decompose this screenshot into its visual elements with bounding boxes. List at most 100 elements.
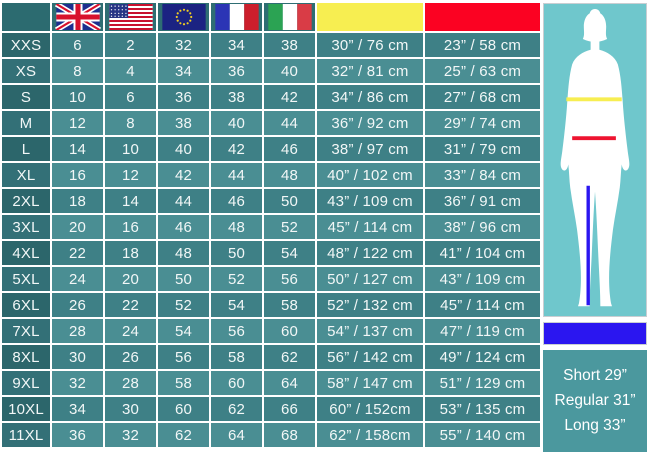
- fr-value: 54: [211, 293, 262, 317]
- size-label: L: [2, 137, 50, 161]
- it-value: 54: [264, 241, 315, 265]
- us-value: 26: [105, 345, 156, 369]
- fr-value: 48: [211, 215, 262, 239]
- uk-value: 6: [52, 33, 103, 57]
- size-label: 6XL: [2, 293, 50, 317]
- bust-value: 30” / 76 cm: [317, 33, 423, 57]
- fr-value: 44: [211, 163, 262, 187]
- bust-value: 52” / 132 cm: [317, 293, 423, 317]
- size-label: S: [2, 85, 50, 109]
- fr-value: 42: [211, 137, 262, 161]
- eu-value: 42: [158, 163, 209, 187]
- it-value: 66: [264, 397, 315, 421]
- fr-value: 60: [211, 371, 262, 395]
- fr-value: 40: [211, 111, 262, 135]
- fr-value: 64: [211, 423, 262, 447]
- size-label: 2XL: [2, 189, 50, 213]
- waist-column-header: [425, 3, 540, 31]
- us-value: 2: [105, 33, 156, 57]
- size-label: 11XL: [2, 423, 50, 447]
- uk-value: 14: [52, 137, 103, 161]
- it-value: 40: [264, 59, 315, 83]
- size-label: XS: [2, 59, 50, 83]
- waist-value: 25” / 63 cm: [425, 59, 540, 83]
- fr-value: 50: [211, 241, 262, 265]
- it-value: 50: [264, 189, 315, 213]
- size-label: 10XL: [2, 397, 50, 421]
- waist-value: 41” / 104 cm: [425, 241, 540, 265]
- waist-value: 33” / 84 cm: [425, 163, 540, 187]
- us-value: 16: [105, 215, 156, 239]
- bust-value: 38” / 97 cm: [317, 137, 423, 161]
- it-value: 56: [264, 267, 315, 291]
- bust-value: 34” / 86 cm: [317, 85, 423, 109]
- eu-value: 44: [158, 189, 209, 213]
- uk-value: 28: [52, 319, 103, 343]
- eu-flag-icon: [158, 3, 209, 31]
- fr-value: 46: [211, 189, 262, 213]
- bust-value: 45” / 114 cm: [317, 215, 423, 239]
- bust-value: 40” / 102 cm: [317, 163, 423, 187]
- france-flag-icon: [211, 3, 262, 31]
- eu-value: 56: [158, 345, 209, 369]
- fr-value: 58: [211, 345, 262, 369]
- uk-value: 32: [52, 371, 103, 395]
- waist-value: 29” / 74 cm: [425, 111, 540, 135]
- bust-value: 36” / 92 cm: [317, 111, 423, 135]
- waist-value: 23” / 58 cm: [425, 33, 540, 57]
- bust-value: 62” / 158cm: [317, 423, 423, 447]
- silhouette-head: [582, 11, 608, 42]
- uk-value: 10: [52, 85, 103, 109]
- eu-value: 54: [158, 319, 209, 343]
- waist-value: 45” / 114 cm: [425, 293, 540, 317]
- waist-value: 31” / 79 cm: [425, 137, 540, 161]
- eu-value: 34: [158, 59, 209, 83]
- eu-value: 62: [158, 423, 209, 447]
- size-label: 4XL: [2, 241, 50, 265]
- it-value: 58: [264, 293, 315, 317]
- fr-value: 56: [211, 319, 262, 343]
- bust-value: 32” / 81 cm: [317, 59, 423, 83]
- silhouette-body: [560, 37, 630, 307]
- it-value: 62: [264, 345, 315, 369]
- size-conversion-table: XXS 6 2 32 34 38 30” / 76 cm 23” / 58 cm XS 8 4 34 3…: [2, 3, 540, 447]
- bust-value: 48” / 122 cm: [317, 241, 423, 265]
- us-value: 24: [105, 319, 156, 343]
- fr-value: 34: [211, 33, 262, 57]
- eu-value: 38: [158, 111, 209, 135]
- it-value: 68: [264, 423, 315, 447]
- eu-value: 32: [158, 33, 209, 57]
- us-value: 22: [105, 293, 156, 317]
- waist-value: 53” / 135 cm: [425, 397, 540, 421]
- fr-value: 52: [211, 267, 262, 291]
- leg-length-panel: Short 29” Regular 31” Long 33”: [543, 350, 647, 452]
- size-label: 3XL: [2, 215, 50, 239]
- uk-value: 16: [52, 163, 103, 187]
- uk-value: 22: [52, 241, 103, 265]
- fr-value: 38: [211, 85, 262, 109]
- waist-value: 49” / 124 cm: [425, 345, 540, 369]
- figure-panel: [543, 3, 647, 317]
- italy-flag-icon: [264, 3, 315, 31]
- us-value: 18: [105, 241, 156, 265]
- us-value: 10: [105, 137, 156, 161]
- us-value: 8: [105, 111, 156, 135]
- eu-value: 40: [158, 137, 209, 161]
- bust-value: 43” / 109 cm: [317, 189, 423, 213]
- size-label: 8XL: [2, 345, 50, 369]
- us-value: 12: [105, 163, 156, 187]
- bust-value: 60” / 152cm: [317, 397, 423, 421]
- waist-value: 36” / 91 cm: [425, 189, 540, 213]
- us-flag-icon: [105, 3, 156, 31]
- uk-value: 18: [52, 189, 103, 213]
- uk-value: 12: [52, 111, 103, 135]
- size-label: 7XL: [2, 319, 50, 343]
- fr-value: 62: [211, 397, 262, 421]
- body-silhouette-illustration: [560, 8, 630, 307]
- it-value: 60: [264, 319, 315, 343]
- bust-column-header: [317, 3, 423, 31]
- inseam-legend-bar: [543, 322, 647, 345]
- waist-value: 47” / 119 cm: [425, 319, 540, 343]
- size-label: 9XL: [2, 371, 50, 395]
